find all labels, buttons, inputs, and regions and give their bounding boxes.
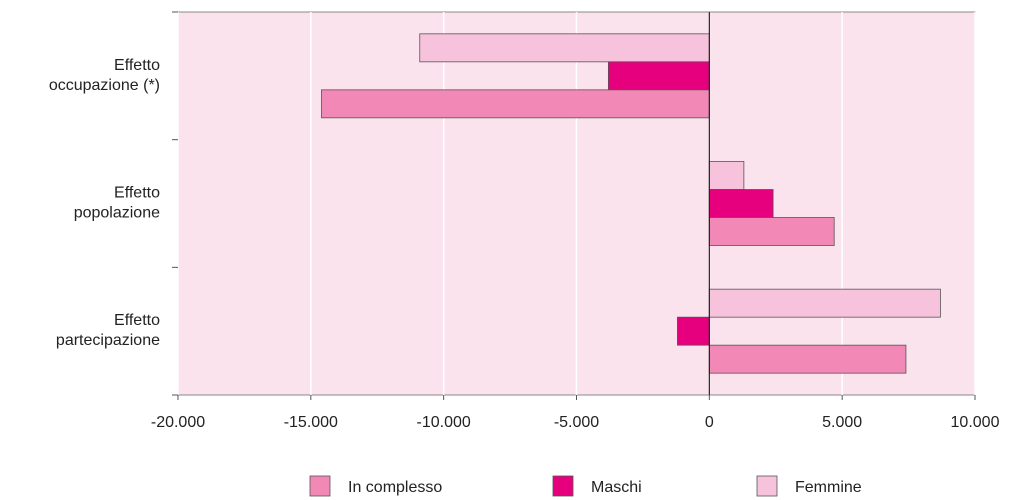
legend-label: Femmine (795, 479, 862, 496)
bar (607, 61, 710, 91)
bar (321, 89, 710, 119)
legend-label: In complesso (348, 479, 442, 496)
x-tick-label: -5.000 (554, 414, 599, 431)
bar (708, 161, 745, 190)
bar (708, 217, 835, 246)
legend-swatch (552, 475, 574, 497)
legend-label: Maschi (591, 479, 642, 496)
x-tick-label: 10.000 (951, 414, 1000, 431)
bar (708, 288, 941, 318)
legend-swatch (756, 475, 778, 497)
bar (419, 33, 710, 63)
x-tick-label: 0 (705, 414, 714, 431)
y-tick-label: Effetto occupazione (*) (49, 57, 160, 94)
x-tick-label: -20.000 (151, 414, 205, 431)
x-tick-label: -10.000 (417, 414, 471, 431)
y-tick-label: Effetto popolazione (74, 185, 160, 222)
bar (677, 316, 710, 346)
legend-swatch (309, 475, 331, 497)
x-tick-label: 5.000 (822, 414, 862, 431)
y-tick-label: Effetto partecipazione (56, 312, 160, 349)
bar (708, 189, 774, 218)
bar (708, 344, 907, 374)
x-tick-label: -15.000 (284, 414, 338, 431)
